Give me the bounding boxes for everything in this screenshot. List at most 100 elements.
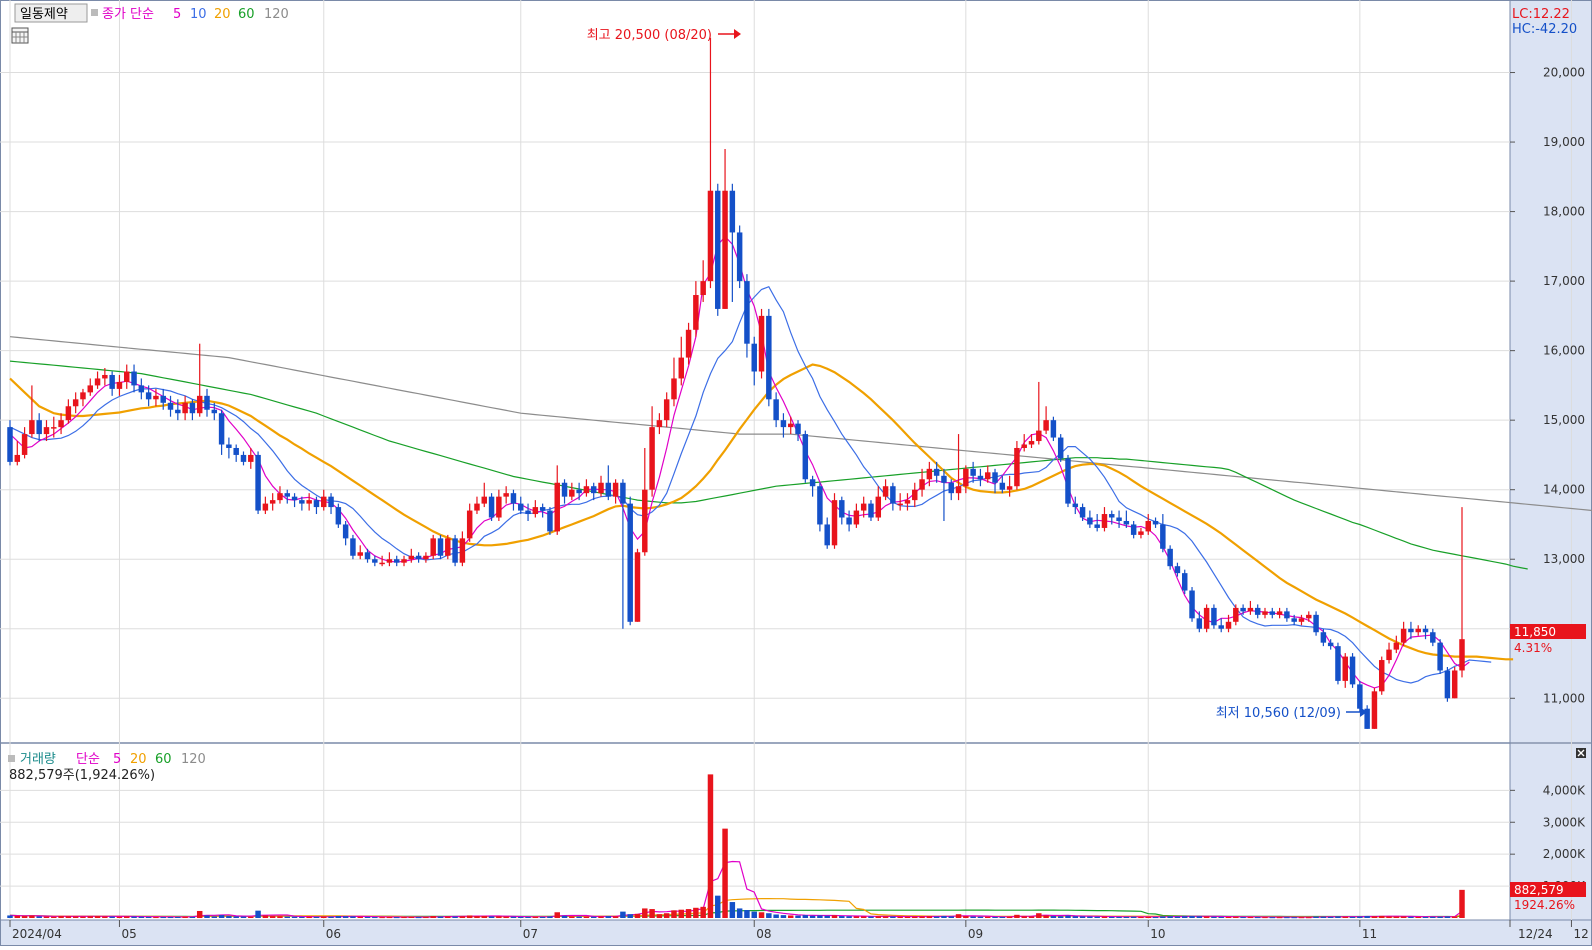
volume-bar (839, 916, 845, 918)
candle-body (175, 409, 181, 414)
volume-bar (758, 912, 765, 918)
date-tick-label: 2024/04 (12, 927, 62, 941)
close-icon[interactable] (1576, 748, 1586, 758)
price-tick-label: 15,000 (1543, 413, 1585, 427)
volume-bar (1298, 917, 1305, 919)
candle-body (729, 190, 736, 233)
candle-body (240, 454, 247, 462)
candle-body (291, 496, 298, 501)
volume-bar (970, 916, 976, 918)
volume-tick-label: 2,000K (1543, 847, 1586, 861)
candle-body (649, 427, 655, 490)
volume-bar (736, 908, 743, 918)
price-tick-label: 19,000 (1543, 135, 1585, 149)
volume-bar (875, 916, 882, 918)
calendar-icon[interactable] (11, 27, 29, 44)
volume-bar (1211, 916, 1217, 918)
candle-body (335, 507, 342, 525)
candle-body (1094, 524, 1100, 528)
volume-bar (554, 912, 560, 918)
candle-body (1130, 524, 1137, 535)
volume-bar (1327, 916, 1334, 918)
volume-bar (912, 916, 918, 918)
candle-body (583, 486, 590, 494)
candle-body (1451, 670, 1458, 699)
volume-bar (1101, 916, 1108, 918)
price-tick-label: 17,000 (1543, 274, 1585, 288)
low-annotation: 최저 10,560 (12/09) (1216, 706, 1341, 721)
candle-body (510, 493, 517, 504)
candle-body (1233, 607, 1239, 622)
volume-bar (590, 916, 597, 918)
price-tick-label: 20,000 (1543, 66, 1585, 80)
candle-body (379, 562, 385, 565)
candle-body (466, 510, 473, 539)
candle-body (1408, 628, 1414, 633)
volume-bar (963, 916, 969, 918)
candle-body (1116, 517, 1122, 521)
volume-bar (1116, 916, 1122, 918)
candle-body (693, 295, 699, 330)
candle-body (846, 517, 852, 525)
candle-body (1320, 632, 1327, 643)
stock-name-box[interactable] (14, 3, 88, 23)
volume-bar (1028, 916, 1035, 918)
volume-bar (218, 915, 225, 918)
volume-bar (386, 917, 393, 919)
date-axis-panel (0, 920, 1592, 946)
candle-body (992, 472, 998, 483)
volume-bar (1057, 916, 1064, 918)
candle-body (299, 500, 305, 504)
volume-bar (437, 916, 444, 918)
current-volume-tag (1510, 882, 1586, 897)
candle-body (1123, 520, 1130, 525)
volume-bar (926, 916, 933, 918)
lc-label: LC:12.22 (1512, 7, 1570, 22)
volume-bar (955, 914, 962, 918)
volume-bar (1152, 917, 1159, 919)
candle-body (1079, 507, 1086, 518)
volume-bar (65, 916, 72, 918)
date-tick-label: 06 (326, 927, 341, 941)
candle-body (503, 493, 509, 497)
candle-body (43, 427, 50, 435)
volume-bar (1006, 916, 1013, 918)
candle-body (102, 374, 108, 379)
candle-body (94, 378, 101, 386)
volume-ma-label: 단순 (76, 752, 100, 767)
volume-bar (1079, 916, 1086, 918)
volume-bar (890, 916, 896, 918)
candle-body (554, 482, 560, 532)
volume-bar (1437, 916, 1443, 918)
candle-body (1262, 611, 1268, 615)
volume-bar (656, 914, 663, 918)
volume-bar (36, 916, 42, 918)
candle-body (700, 281, 706, 296)
volume-bar (1320, 916, 1327, 918)
volume-bar (335, 916, 342, 918)
volume-bar (87, 916, 93, 918)
volume-bar (321, 916, 327, 918)
stock-name[interactable]: 일동제약 (20, 7, 68, 22)
volume-bar (445, 916, 451, 918)
volume-bar (919, 916, 925, 918)
ma-period-60: 60 (238, 7, 255, 22)
volume-bar (342, 916, 349, 918)
candle-body (488, 496, 495, 518)
volume-bar (145, 916, 152, 918)
ma120-line (9, 336, 1592, 512)
candle-body (1109, 514, 1115, 518)
candle-body (860, 503, 867, 511)
candle-body (218, 413, 225, 445)
volume-bar (1459, 889, 1465, 918)
candle-body (401, 559, 407, 563)
candle-body (1379, 660, 1385, 692)
candle-body (72, 399, 79, 407)
candle-body (547, 510, 553, 532)
volume-bar (824, 915, 830, 918)
ma-period-120: 120 (264, 7, 289, 22)
candle-body (1254, 607, 1261, 615)
candle-body (1065, 458, 1071, 504)
volume-ma-120: 120 (181, 752, 206, 767)
